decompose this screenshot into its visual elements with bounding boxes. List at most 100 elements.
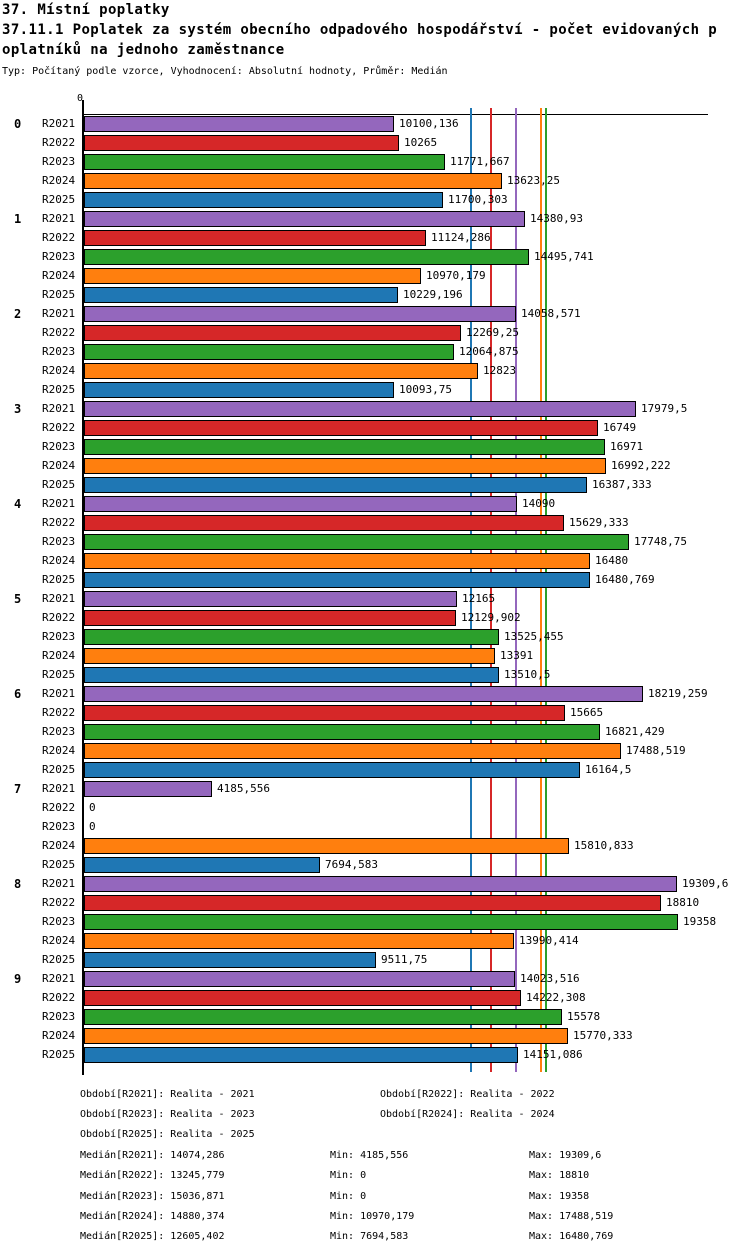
group-label: 7 xyxy=(14,782,22,796)
series-label: R2022 xyxy=(42,896,76,909)
bar-row: 7 R2021 4185,556 xyxy=(0,781,750,797)
bar-row: R2024 13623,25 xyxy=(0,173,750,189)
legend-stat-max: Max: 18810 xyxy=(529,1170,590,1182)
series-label: R2022 xyxy=(42,516,76,529)
bar-row: R2023 19358 xyxy=(0,914,750,930)
bar-row: R2024 16992,222 xyxy=(0,458,750,474)
bar xyxy=(84,895,661,911)
bar-value-label: 19358 xyxy=(683,915,717,928)
bar-row: R2025 10093,75 xyxy=(0,382,750,398)
series-label: R2025 xyxy=(42,383,76,396)
chart-subtitle: Typ: Počítaný podle vzorce, Vyhodnocení:… xyxy=(2,66,448,77)
bar-row: R2023 15578 xyxy=(0,1009,750,1025)
bar xyxy=(84,1009,562,1025)
series-label: R2021 xyxy=(42,402,76,415)
bar-row: R2022 14222,308 xyxy=(0,990,750,1006)
series-label: R2024 xyxy=(42,459,76,472)
bar xyxy=(84,743,621,759)
bar-value-label: 15665 xyxy=(570,706,604,719)
series-label: R2022 xyxy=(42,991,76,1004)
bar-row: R2025 10229,196 xyxy=(0,287,750,303)
bar-value-label: 13990,414 xyxy=(519,934,579,947)
bar-row: 0 R2021 10100,136 xyxy=(0,116,750,132)
series-label: R2023 xyxy=(42,535,76,548)
series-label: R2021 xyxy=(42,307,76,320)
bar-row: R2024 15810,833 xyxy=(0,838,750,854)
bar xyxy=(84,439,605,455)
bar-row: R2024 10970,179 xyxy=(0,268,750,284)
bar-row: R2023 16971 xyxy=(0,439,750,455)
bar xyxy=(84,135,399,151)
bar xyxy=(84,420,598,436)
bar xyxy=(84,629,499,645)
bar-row: 3 R2021 17979,5 xyxy=(0,401,750,417)
series-label: R2023 xyxy=(42,250,76,263)
series-label: R2022 xyxy=(42,801,76,814)
bar xyxy=(84,572,590,588)
bar-value-label: 11124,286 xyxy=(431,231,491,244)
legend-period-item: Období[R2022]: Realita - 2022 xyxy=(380,1089,555,1100)
bar-row: R2022 12129,902 xyxy=(0,610,750,626)
bar-row: 4 R2021 14090 xyxy=(0,496,750,512)
series-label: R2024 xyxy=(42,554,76,567)
bar-row: R2024 13990,414 xyxy=(0,933,750,949)
bar xyxy=(84,857,320,873)
bar-value-label: 12064,875 xyxy=(459,345,519,358)
series-label: R2021 xyxy=(42,877,76,890)
legend-stat-median: Medián[R2023]: 15036,871 xyxy=(80,1190,225,1202)
bar-row: R2025 16387,333 xyxy=(0,477,750,493)
bar-row: R2022 11124,286 xyxy=(0,230,750,246)
series-label: R2023 xyxy=(42,915,76,928)
legend-period-item: Období[R2023]: Realita - 2023 xyxy=(80,1109,255,1120)
bar-row: 9 R2021 14023,516 xyxy=(0,971,750,987)
bar xyxy=(84,325,461,341)
bar xyxy=(84,1047,518,1063)
x-axis-zero-tick-label: 0 xyxy=(77,93,84,104)
bar-value-label: 4185,556 xyxy=(217,782,270,795)
bar-value-label: 14380,93 xyxy=(530,212,583,225)
series-label: R2022 xyxy=(42,611,76,624)
bar-value-label: 11771,667 xyxy=(450,155,510,168)
series-label: R2023 xyxy=(42,820,76,833)
x-axis-line xyxy=(82,114,708,115)
series-label: R2024 xyxy=(42,269,76,282)
legend-period-item: Období[R2025]: Realita - 2025 xyxy=(80,1129,255,1140)
series-label: R2023 xyxy=(42,725,76,738)
legend-stat-median: Medián[R2022]: 13245,779 xyxy=(80,1170,225,1182)
series-label: R2025 xyxy=(42,288,76,301)
bar-value-label: 16971 xyxy=(610,440,644,453)
bar xyxy=(84,914,678,930)
series-label: R2025 xyxy=(42,953,76,966)
bar xyxy=(84,971,515,987)
bar-value-label: 15629,333 xyxy=(569,516,629,529)
bar-row: 2 R2021 14058,571 xyxy=(0,306,750,322)
bar xyxy=(84,990,521,1006)
bar-row: R2023 14495,741 xyxy=(0,249,750,265)
bar-value-label: 16821,429 xyxy=(605,725,665,738)
bar-value-label: 15770,333 xyxy=(573,1029,633,1042)
bar-value-label: 10970,179 xyxy=(426,269,486,282)
bar xyxy=(84,154,445,170)
series-label: R2025 xyxy=(42,858,76,871)
legend-period-item: Období[R2021]: Realita - 2021 xyxy=(80,1089,255,1100)
bar-value-label: 7694,583 xyxy=(325,858,378,871)
bar-value-label: 13623,25 xyxy=(507,174,560,187)
bar-row: R2022 10265 xyxy=(0,135,750,151)
bar-value-label: 10265 xyxy=(404,136,438,149)
bar-value-label: 14090 xyxy=(522,497,556,510)
bar xyxy=(84,344,454,360)
series-label: R2023 xyxy=(42,440,76,453)
bar-value-label: 16387,333 xyxy=(592,478,652,491)
bar xyxy=(84,876,677,892)
series-label: R2023 xyxy=(42,630,76,643)
bar-row: R2024 12823 xyxy=(0,363,750,379)
bar-value-label: 16749 xyxy=(603,421,637,434)
bar xyxy=(84,933,514,949)
bar-value-label: 12823 xyxy=(483,364,517,377)
series-label: R2021 xyxy=(42,687,76,700)
bar-row: R2022 16749 xyxy=(0,420,750,436)
bar xyxy=(84,1028,568,1044)
legend-stat-max: Max: 17488,519 xyxy=(529,1210,614,1222)
series-label: R2025 xyxy=(42,1048,76,1061)
group-label: 4 xyxy=(14,497,22,511)
